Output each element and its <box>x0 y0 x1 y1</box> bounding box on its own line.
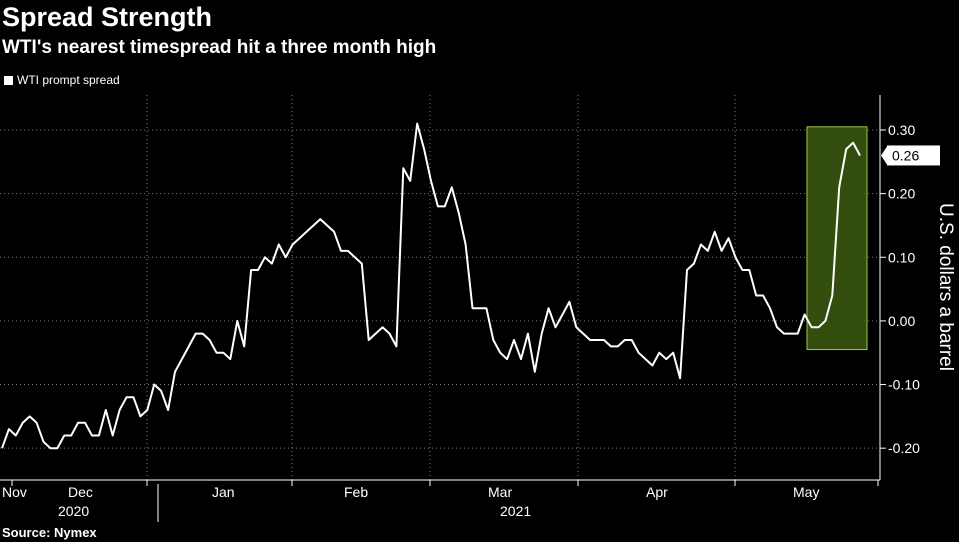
x-tick-label: Mar <box>488 484 512 500</box>
y-tick-label: 0.00 <box>888 313 915 329</box>
chart-subtitle: WTI's nearest timespread hit a three mon… <box>2 37 437 58</box>
chart-legend: WTI prompt spread <box>4 73 120 87</box>
x-tick-label: Feb <box>344 484 368 500</box>
source-note: Source: Nymex <box>2 525 97 540</box>
legend-swatch <box>4 75 13 85</box>
y-axis-title: U.S. dollars a barrel <box>935 203 956 371</box>
x-tick-label: May <box>793 484 819 500</box>
y-tick-label: -0.10 <box>888 377 920 393</box>
last-value-pointer <box>881 146 887 165</box>
y-tick-label: 0.10 <box>888 249 915 265</box>
highlight-box <box>806 126 868 351</box>
y-tick-label: 0.30 <box>888 122 915 138</box>
x-year-label: 2021 <box>500 503 531 519</box>
y-tick-label: -0.20 <box>888 440 920 456</box>
legend-label: WTI prompt spread <box>17 73 120 87</box>
x-tick-label: Dec <box>68 484 93 500</box>
last-value-box <box>887 145 940 166</box>
chart-title: Spread Strength <box>2 2 213 32</box>
x-year-label: 2020 <box>58 503 89 519</box>
x-tick-label: Nov <box>2 484 27 500</box>
y-tick-label: 0.20 <box>888 186 915 202</box>
x-tick-label: Apr <box>646 484 668 500</box>
series-line-wti-prompt-spread <box>1 122 861 450</box>
x-tick-label: Jan <box>212 484 235 500</box>
last-value-label: 0.26 <box>892 147 919 163</box>
